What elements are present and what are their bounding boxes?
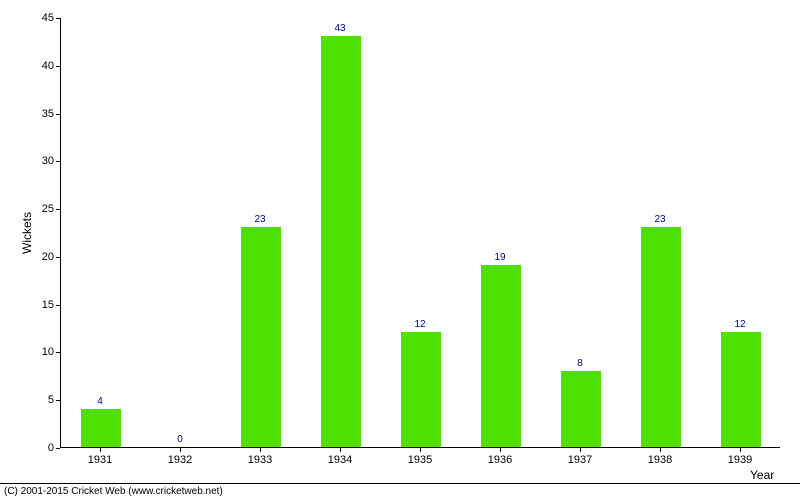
x-axis-title: Year — [750, 468, 774, 482]
y-tick — [56, 257, 60, 258]
bar-value-label: 4 — [97, 396, 103, 407]
bar-value-label: 43 — [334, 23, 345, 34]
y-tick — [56, 209, 60, 210]
y-tick — [56, 161, 60, 162]
y-tick — [56, 400, 60, 401]
bar-value-label: 12 — [414, 319, 425, 330]
x-tick — [740, 448, 741, 452]
x-tick-label: 1933 — [248, 454, 272, 466]
bar — [241, 227, 281, 447]
x-tick-label: 1932 — [168, 454, 192, 466]
bar-value-label: 19 — [494, 252, 505, 263]
y-tick-label: 20 — [30, 251, 54, 263]
y-tick — [56, 114, 60, 115]
bar — [641, 227, 681, 447]
bar — [481, 265, 521, 447]
plot-area — [60, 18, 780, 448]
x-tick-label: 1936 — [488, 454, 512, 466]
y-tick — [56, 448, 60, 449]
bar — [401, 332, 441, 447]
y-tick-label: 5 — [30, 394, 54, 406]
bar — [321, 36, 361, 447]
bar-value-label: 8 — [577, 358, 583, 369]
bar — [561, 371, 601, 447]
footer-copyright: (C) 2001-2015 Cricket Web (www.cricketwe… — [4, 486, 223, 497]
y-tick-label: 15 — [30, 299, 54, 311]
y-tick-label: 0 — [30, 442, 54, 454]
bar-value-label: 0 — [177, 434, 183, 445]
bar — [81, 409, 121, 447]
y-tick-label: 10 — [30, 346, 54, 358]
x-tick-label: 1939 — [728, 454, 752, 466]
y-tick — [56, 66, 60, 67]
x-tick-label: 1937 — [568, 454, 592, 466]
footer-divider — [0, 483, 800, 484]
x-tick — [260, 448, 261, 452]
y-axis-title: Wickets — [20, 212, 34, 254]
x-tick — [180, 448, 181, 452]
x-tick — [500, 448, 501, 452]
x-tick — [420, 448, 421, 452]
bar-value-label: 23 — [654, 214, 665, 225]
x-tick — [100, 448, 101, 452]
x-tick-label: 1935 — [408, 454, 432, 466]
y-tick-label: 35 — [30, 108, 54, 120]
y-tick-label: 45 — [30, 12, 54, 24]
y-tick-label: 40 — [30, 60, 54, 72]
chart-container: Wickets Year (C) 2001-2015 Cricket Web (… — [0, 0, 800, 500]
y-tick-label: 25 — [30, 203, 54, 215]
x-tick-label: 1931 — [88, 454, 112, 466]
bar-value-label: 12 — [734, 319, 745, 330]
y-tick-label: 30 — [30, 155, 54, 167]
y-tick — [56, 305, 60, 306]
x-tick-label: 1934 — [328, 454, 352, 466]
x-tick-label: 1938 — [648, 454, 672, 466]
bar-value-label: 23 — [254, 214, 265, 225]
bar — [721, 332, 761, 447]
x-tick — [580, 448, 581, 452]
x-tick — [660, 448, 661, 452]
y-tick — [56, 18, 60, 19]
y-tick — [56, 352, 60, 353]
x-tick — [340, 448, 341, 452]
